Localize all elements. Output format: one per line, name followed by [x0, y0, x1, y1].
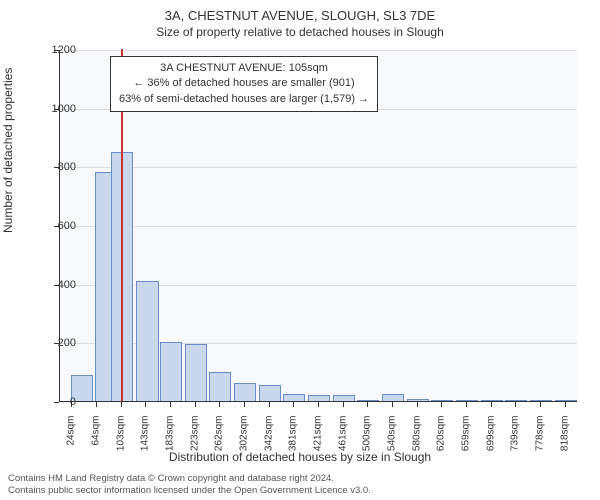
x-tick-label: 699sqm [485, 416, 496, 456]
histogram-bar [160, 342, 182, 401]
histogram-bar [431, 400, 453, 401]
x-tick-mark [392, 402, 393, 407]
y-tick-label: 600 [46, 220, 76, 232]
histogram-bar [555, 400, 577, 401]
x-tick-label: 302sqm [239, 416, 250, 456]
y-tick-label: 1000 [46, 103, 76, 115]
y-tick-label: 800 [46, 161, 76, 173]
annotation-line-3: 63% of semi-detached houses are larger (… [119, 92, 369, 107]
grid-line [60, 50, 577, 51]
x-tick-mark [71, 402, 72, 407]
y-tick-mark [54, 285, 59, 286]
x-tick-label: 103sqm [115, 416, 126, 456]
histogram-bar [308, 395, 330, 401]
x-tick-mark [491, 402, 492, 407]
x-tick-label: 818sqm [559, 416, 570, 456]
x-tick-mark [293, 402, 294, 407]
x-tick-label: 262sqm [214, 416, 225, 456]
histogram-bar [185, 344, 207, 401]
x-tick-label: 64sqm [91, 416, 102, 456]
x-tick-mark [121, 402, 122, 407]
chart-title-main: 3A, CHESTNUT AVENUE, SLOUGH, SL3 7DE [0, 0, 600, 23]
y-tick-mark [54, 109, 59, 110]
x-tick-mark [515, 402, 516, 407]
histogram-bar [456, 400, 478, 401]
y-tick-label: 200 [46, 337, 76, 349]
x-tick-label: 381sqm [288, 416, 299, 456]
x-tick-mark [244, 402, 245, 407]
y-axis-label: Number of detached properties [1, 68, 15, 233]
x-tick-mark [367, 402, 368, 407]
chart-footer: Contains HM Land Registry data © Crown c… [8, 473, 371, 496]
y-tick-mark [54, 167, 59, 168]
x-tick-label: 659sqm [461, 416, 472, 456]
x-tick-mark [417, 402, 418, 407]
histogram-bar [481, 400, 503, 401]
x-tick-mark [466, 402, 467, 407]
histogram-bar [407, 399, 429, 401]
y-tick-mark [54, 50, 59, 51]
footer-line-1: Contains HM Land Registry data © Crown c… [8, 473, 371, 484]
x-tick-mark [441, 402, 442, 407]
x-tick-label: 580sqm [411, 416, 422, 456]
x-tick-mark [195, 402, 196, 407]
y-tick-label: 1200 [46, 44, 76, 56]
x-tick-label: 421sqm [313, 416, 324, 456]
y-tick-mark [54, 402, 59, 403]
y-tick-mark [54, 226, 59, 227]
histogram-bar [259, 385, 281, 401]
annotation-box: 3A CHESTNUT AVENUE: 105sqm ← 36% of deta… [110, 56, 378, 112]
x-tick-mark [170, 402, 171, 407]
x-tick-label: 24sqm [66, 416, 77, 456]
x-tick-mark [565, 402, 566, 407]
histogram-bar [530, 400, 552, 401]
x-tick-label: 540sqm [387, 416, 398, 456]
histogram-bar [136, 281, 158, 401]
x-tick-label: 461sqm [337, 416, 348, 456]
x-tick-mark [343, 402, 344, 407]
grid-line [60, 167, 577, 168]
x-tick-mark [219, 402, 220, 407]
x-tick-label: 620sqm [436, 416, 447, 456]
annotation-line-2: ← 36% of detached houses are smaller (90… [119, 76, 369, 91]
histogram-bar [357, 400, 379, 401]
histogram-bar [505, 400, 527, 401]
y-tick-mark [54, 343, 59, 344]
histogram-bar [209, 372, 231, 401]
histogram-bar [382, 394, 404, 401]
x-tick-mark [96, 402, 97, 407]
x-tick-label: 143sqm [140, 416, 151, 456]
annotation-line-1: 3A CHESTNUT AVENUE: 105sqm [119, 61, 369, 76]
x-tick-label: 342sqm [263, 416, 274, 456]
histogram-bar [283, 394, 305, 401]
x-tick-mark [540, 402, 541, 407]
x-tick-label: 223sqm [189, 416, 200, 456]
grid-line [60, 226, 577, 227]
x-tick-label: 739sqm [510, 416, 521, 456]
x-tick-label: 778sqm [535, 416, 546, 456]
x-tick-mark [269, 402, 270, 407]
x-tick-label: 183sqm [165, 416, 176, 456]
footer-line-2: Contains public sector information licen… [8, 485, 371, 496]
x-tick-mark [318, 402, 319, 407]
histogram-bar [333, 395, 355, 401]
x-tick-mark [145, 402, 146, 407]
y-tick-label: 400 [46, 279, 76, 291]
histogram-bar [234, 383, 256, 401]
chart-title-sub: Size of property relative to detached ho… [0, 23, 600, 39]
x-tick-label: 500sqm [362, 416, 373, 456]
